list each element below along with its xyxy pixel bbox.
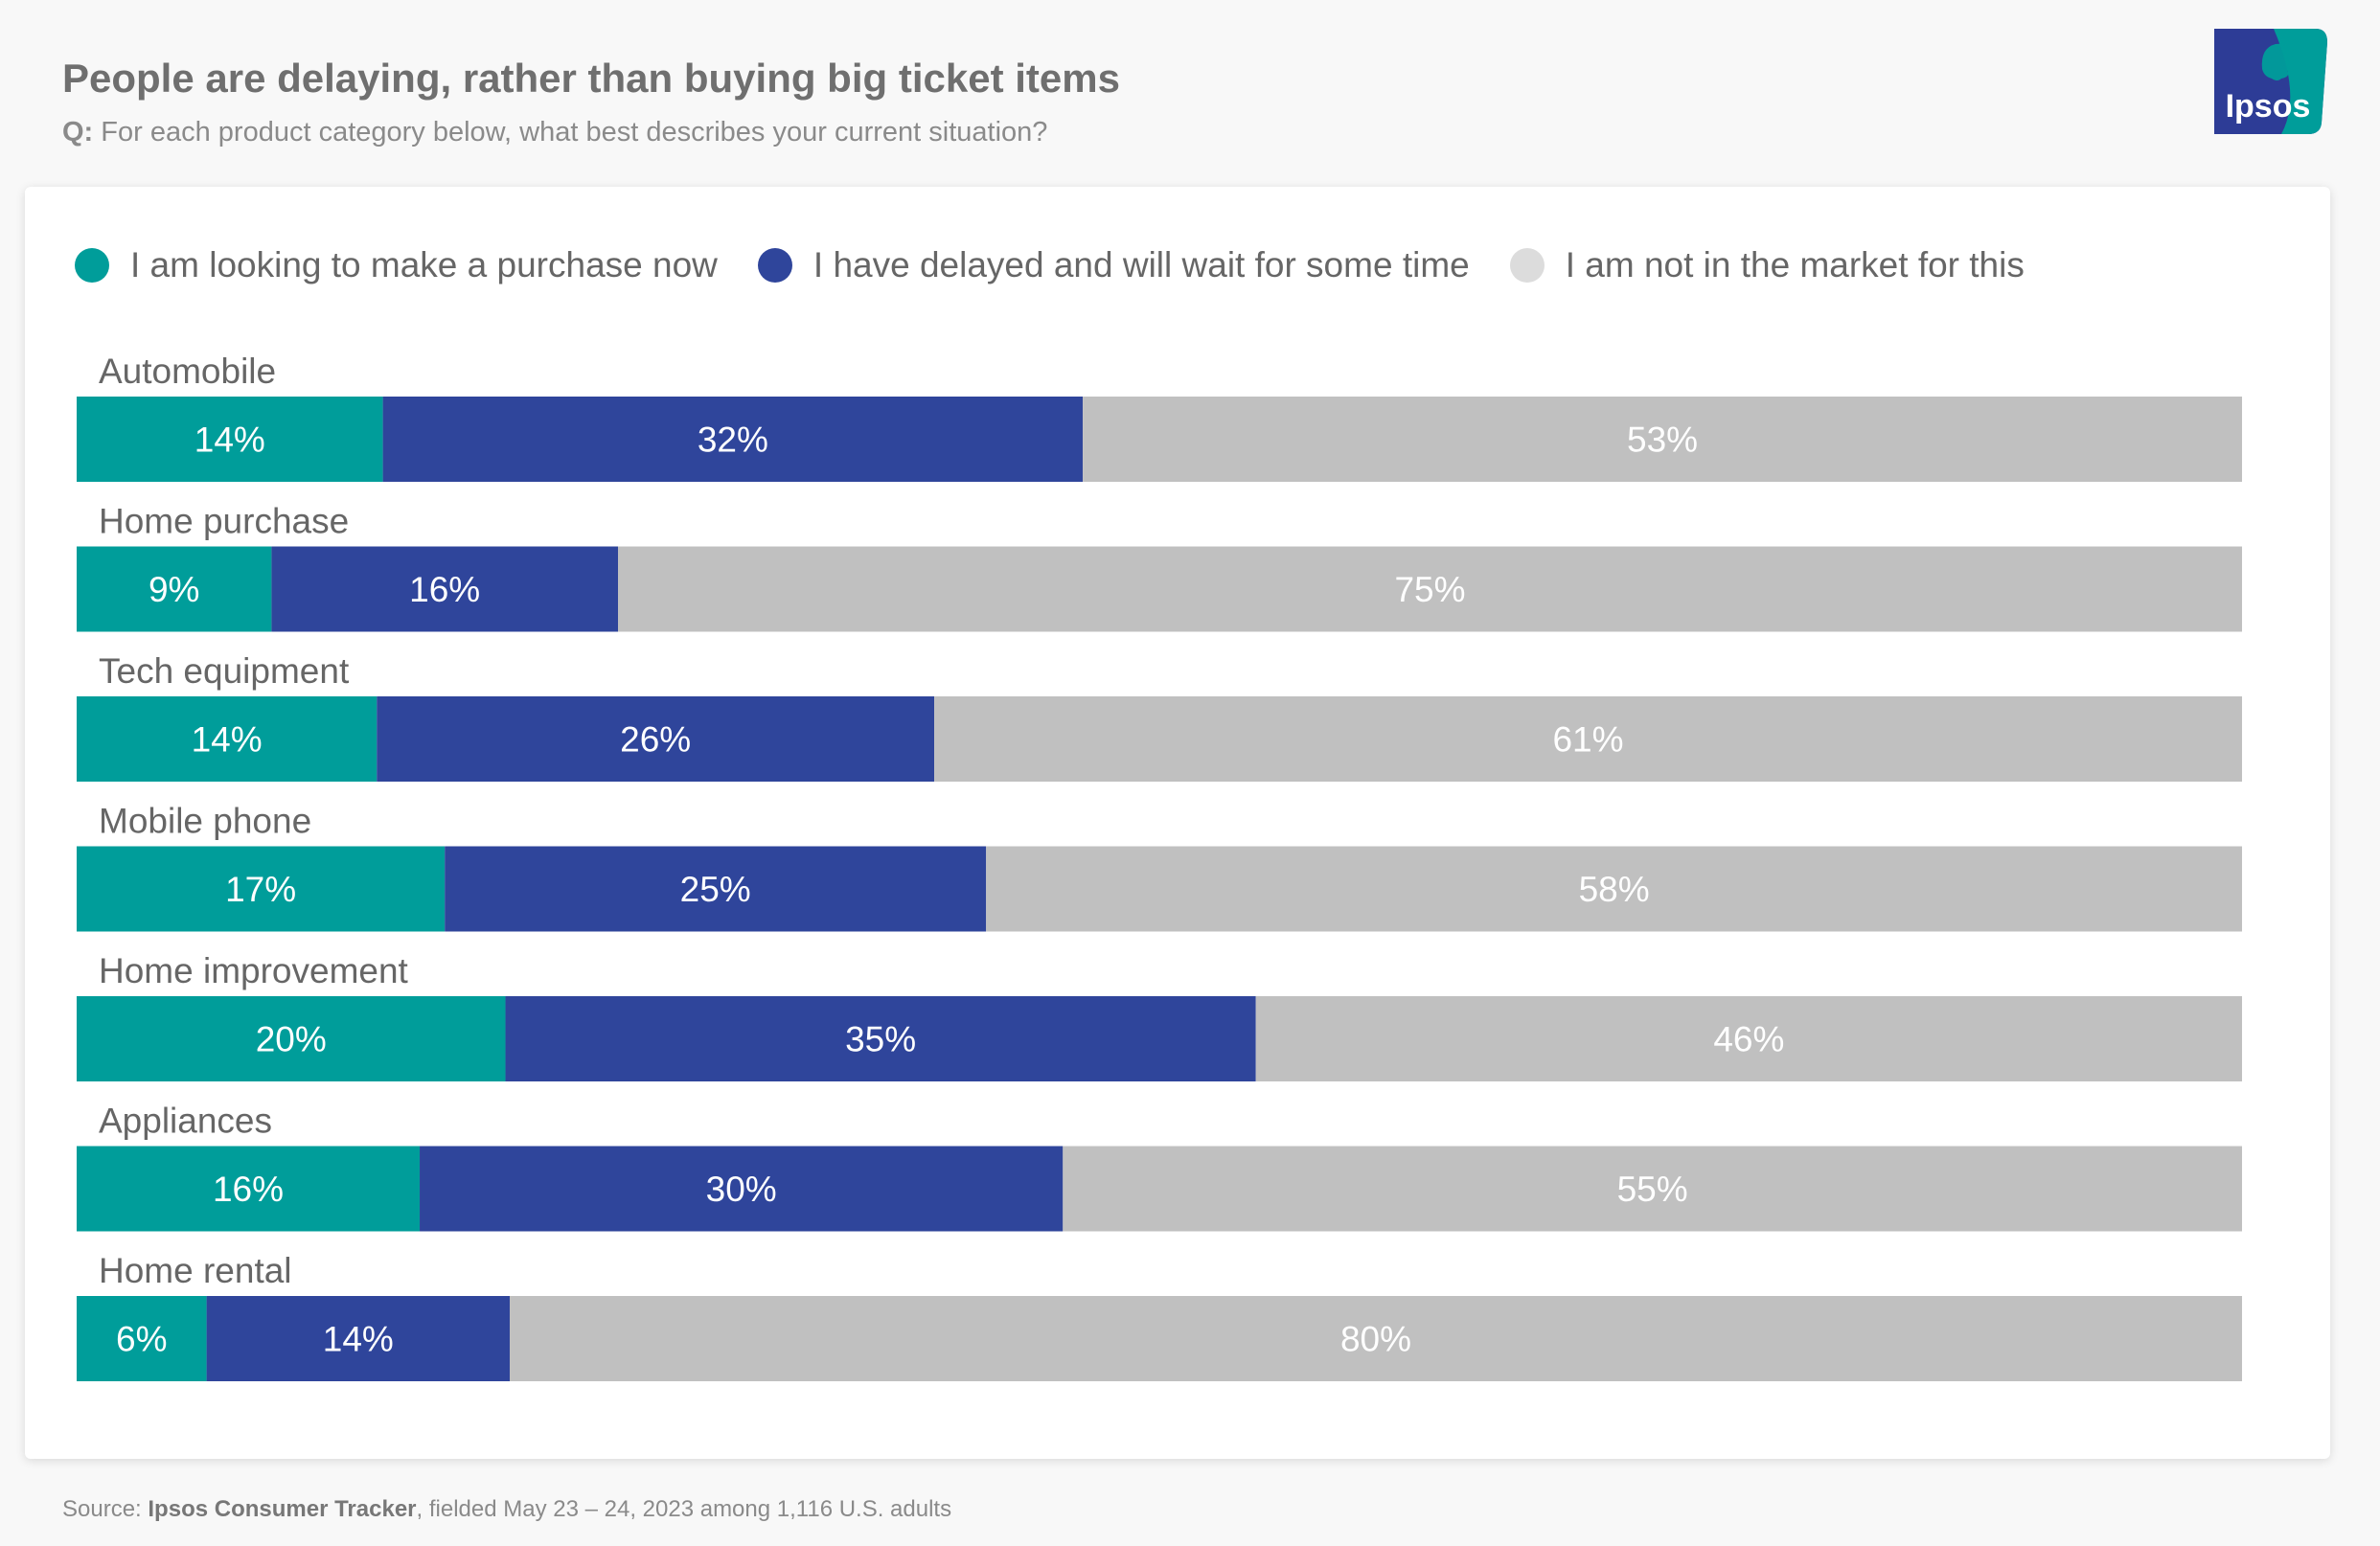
- bar-segment-appliances-2: [1063, 1146, 2242, 1232]
- bar-segment-home-rental-0: [77, 1296, 207, 1381]
- category-label-appliances: Appliances: [99, 1102, 272, 1141]
- category-label-mobile-phone: Mobile phone: [99, 802, 311, 841]
- bar-segment-home-purchase-0: [77, 546, 272, 632]
- legend-item-delayed: I have delayed and will wait for some ti…: [757, 245, 1470, 285]
- bar-segment-mobile-phone-1: [445, 846, 987, 932]
- legend-label-delayed: I have delayed and will wait for some ti…: [812, 245, 1470, 284]
- bar-segment-automobile-1: [382, 397, 1084, 482]
- data-label-home-purchase-0: 9%: [149, 570, 199, 609]
- data-label-home-purchase-2: 75%: [1394, 570, 1465, 609]
- bar-segment-home-rental-2: [510, 1296, 2242, 1381]
- data-label-mobile-phone-2: 58%: [1579, 870, 1650, 909]
- data-label-appliances-2: 55%: [1617, 1170, 1688, 1209]
- source-details: , fielded May 23 – 24, 2023 among 1,116 …: [416, 1496, 952, 1522]
- legend-swatch-not-in-market: [1509, 248, 1545, 283]
- data-label-appliances-0: 16%: [213, 1170, 284, 1209]
- category-label-home-improvement: Home improvement: [99, 951, 409, 990]
- data-label-home-rental-1: 14%: [323, 1320, 394, 1359]
- data-label-mobile-phone-0: 17%: [225, 870, 296, 909]
- category-label-automobile: Automobile: [99, 352, 276, 391]
- page-title: People are delaying, rather than buying …: [62, 56, 1120, 101]
- legend-item-not-in-market: I am not in the market for this: [1509, 245, 2025, 285]
- data-label-automobile-0: 14%: [195, 421, 265, 460]
- stacked-bar-chart: Automobile 14% 32% 53% Home purchase 9% 16% 75%…: [77, 352, 2242, 1381]
- data-label-home-rental-2: 80%: [1340, 1320, 1411, 1359]
- data-label-home-purchase-1: 16%: [409, 570, 480, 609]
- legend-label-not-in-market: I am not in the market for this: [1565, 245, 2025, 284]
- bar-segment-tech-equipment-1: [377, 696, 935, 782]
- bar-segment-appliances-0: [77, 1146, 421, 1232]
- bar-segment-automobile-2: [1083, 397, 2242, 482]
- bar-segment-home-improvement-1: [505, 996, 1256, 1081]
- source-prefix: Source:: [62, 1496, 142, 1522]
- bar-segment-automobile-0: [77, 397, 383, 482]
- data-label-home-improvement-0: 20%: [256, 1020, 327, 1059]
- chart-card: I am looking to make a purchase now I ha…: [25, 187, 2330, 1459]
- legend-item-purchase-now: I am looking to make a purchase now: [75, 245, 718, 285]
- bar-segment-home-purchase-1: [271, 546, 618, 632]
- bar-segment-home-rental-1: [206, 1296, 510, 1381]
- source-note: Source: Ipsos Consumer Tracker, fielded …: [62, 1496, 951, 1523]
- bar-segment-tech-equipment-0: [77, 696, 378, 782]
- chart-legend: I am looking to make a purchase now I ha…: [75, 244, 2065, 286]
- data-label-automobile-1: 32%: [698, 421, 768, 460]
- category-label-home-purchase: Home purchase: [99, 502, 349, 541]
- bar-segment-tech-equipment-2: [934, 696, 2242, 782]
- data-label-tech-equipment-1: 26%: [620, 720, 691, 760]
- category-label-home-rental: Home rental: [99, 1251, 292, 1290]
- logo-text: Ipsos: [2226, 88, 2311, 125]
- bar-segment-mobile-phone-0: [77, 846, 446, 932]
- legend-swatch-purchase-now: [75, 248, 109, 283]
- question-prefix: Q:: [62, 117, 94, 148]
- bar-segment-home-improvement-0: [77, 996, 506, 1081]
- data-label-automobile-2: 53%: [1627, 421, 1698, 460]
- category-label-tech-equipment: Tech equipment: [99, 651, 350, 691]
- data-label-mobile-phone-1: 25%: [680, 870, 751, 909]
- survey-question: Q: For each product category below, what…: [62, 117, 1047, 148]
- data-label-tech-equipment-0: 14%: [192, 720, 263, 760]
- bar-segment-home-purchase-2: [618, 546, 2242, 632]
- data-label-home-improvement-1: 35%: [845, 1020, 916, 1059]
- data-label-home-improvement-2: 46%: [1713, 1020, 1784, 1059]
- legend-label-purchase-now: I am looking to make a purchase now: [130, 245, 718, 284]
- ipsos-logo-icon: Ipsos: [2214, 29, 2327, 134]
- question-text: For each product category below, what be…: [101, 117, 1048, 148]
- legend-swatch-delayed: [757, 248, 792, 283]
- bar-segment-home-improvement-2: [1255, 996, 2242, 1081]
- bar-segment-mobile-phone-2: [986, 846, 2242, 932]
- bar-segment-appliances-1: [420, 1146, 1064, 1232]
- data-label-tech-equipment-2: 61%: [1552, 720, 1623, 760]
- data-label-home-rental-0: 6%: [116, 1320, 167, 1359]
- source-name: Ipsos Consumer Tracker: [148, 1496, 417, 1522]
- data-label-appliances-1: 30%: [706, 1170, 777, 1209]
